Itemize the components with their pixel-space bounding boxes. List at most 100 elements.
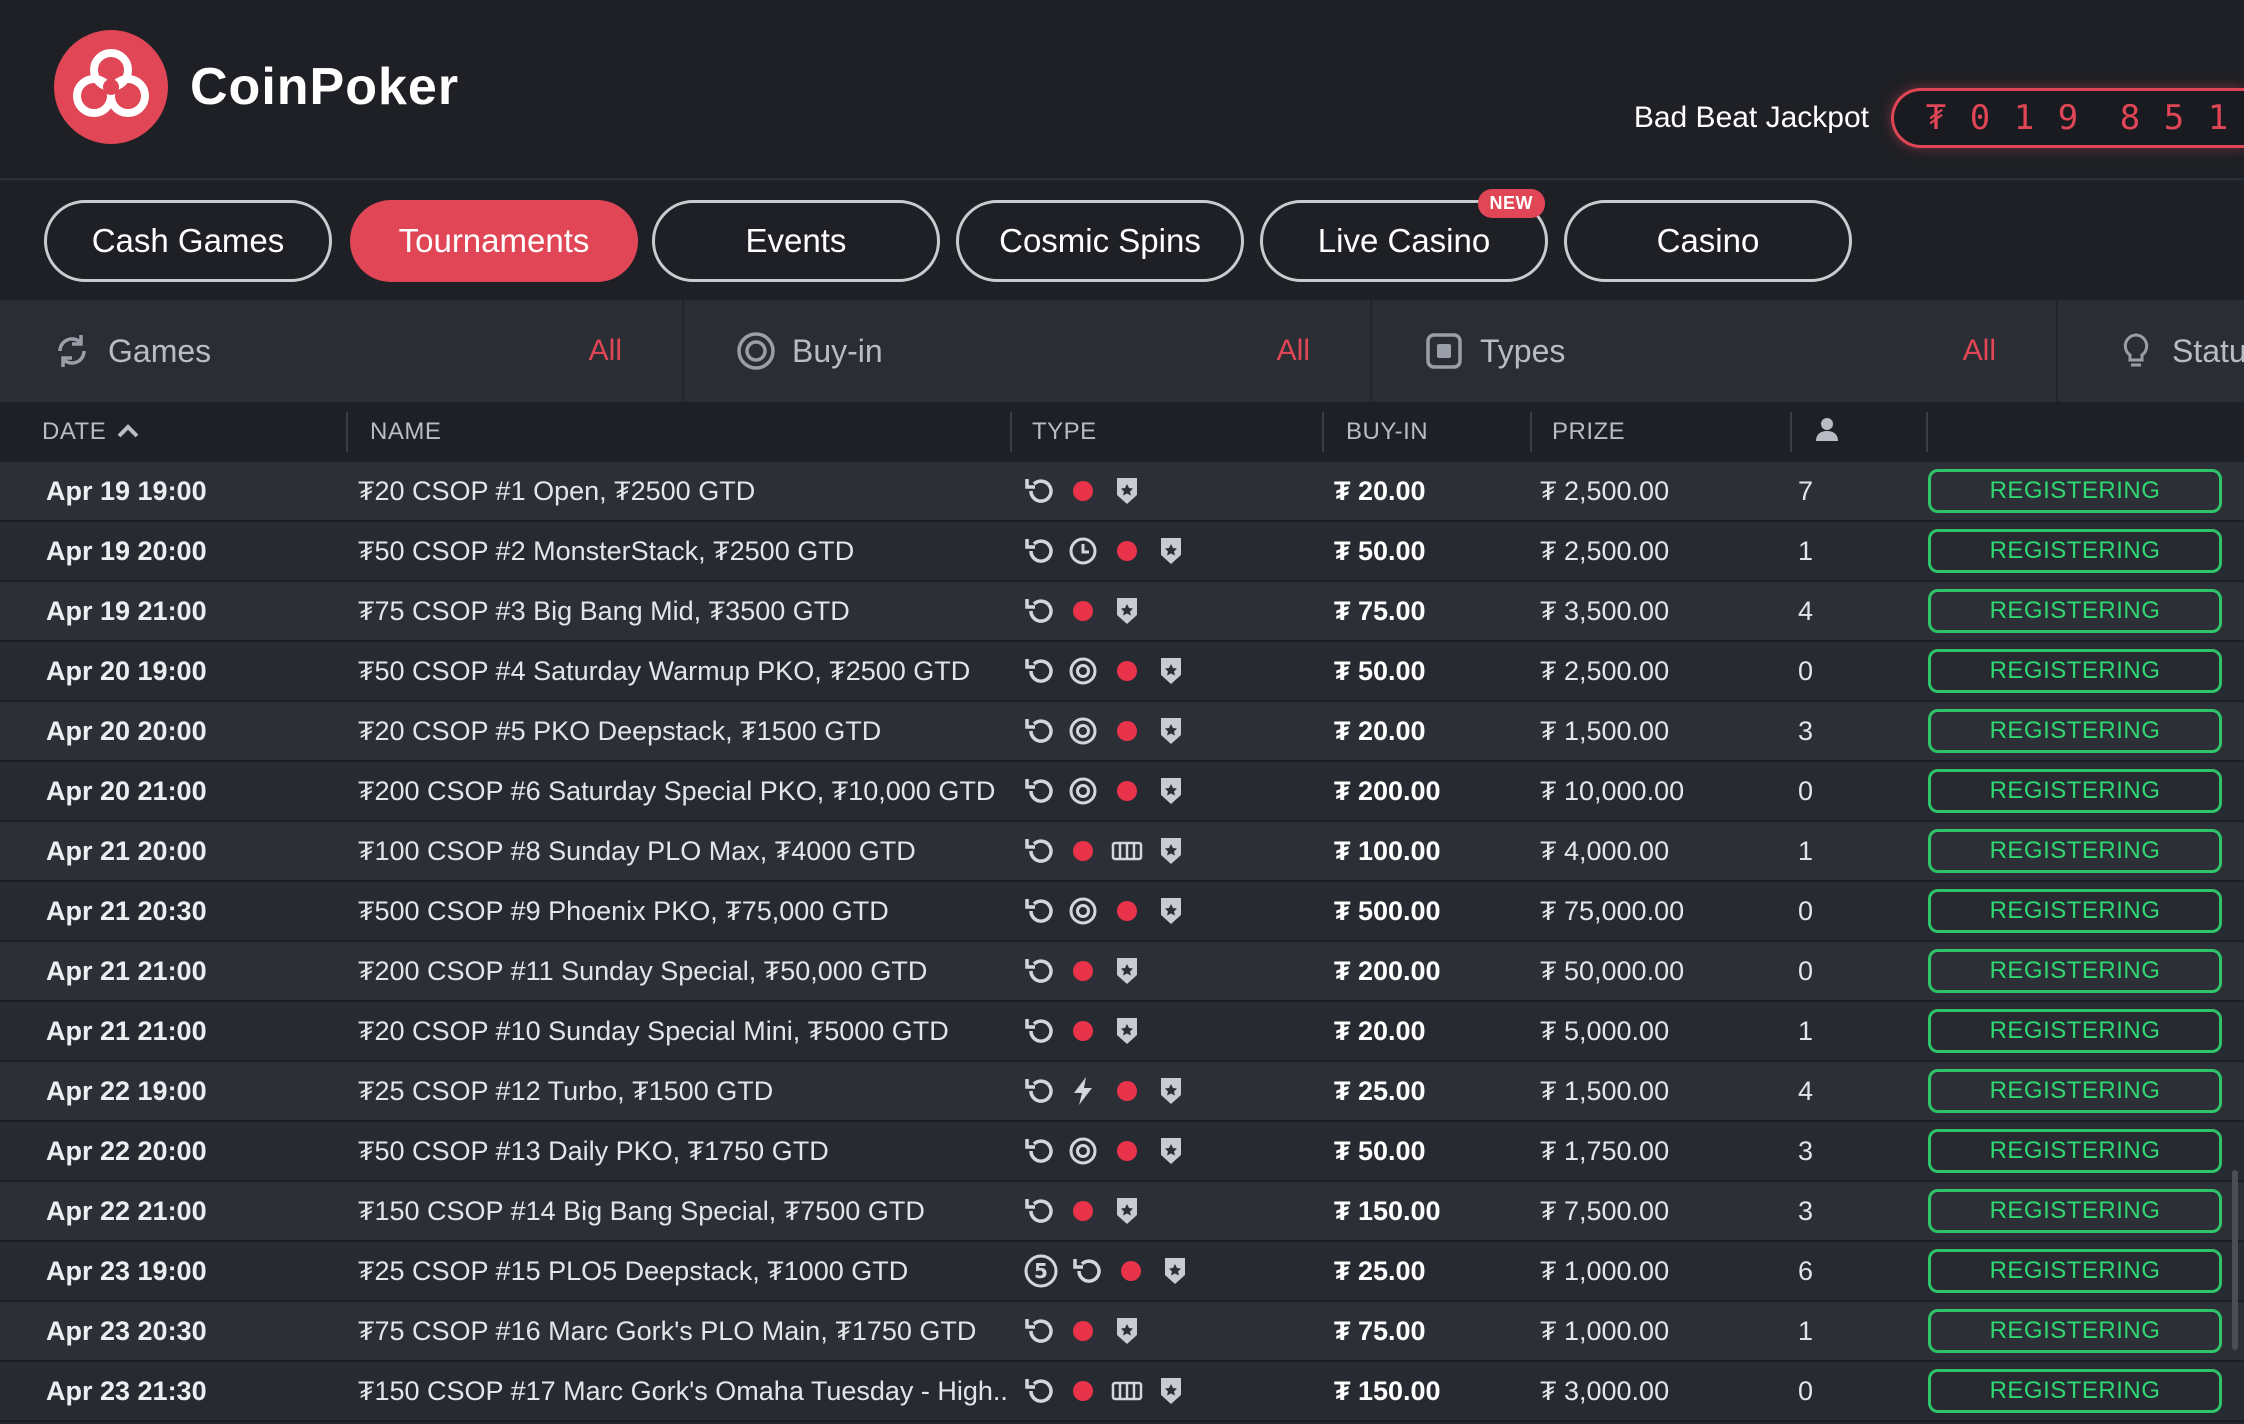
guaranteed-shield-icon xyxy=(1154,654,1188,688)
registering-button[interactable]: REGISTERING xyxy=(1928,709,2222,753)
tab-cash-games[interactable]: Cash Games xyxy=(44,200,332,282)
column-type[interactable]: TYPE xyxy=(1032,402,1097,462)
column-buyin[interactable]: BUY-IN xyxy=(1346,402,1428,462)
live-dot-icon xyxy=(1066,1014,1100,1048)
plo5-icon: 5 xyxy=(1022,1254,1060,1288)
guaranteed-shield-icon xyxy=(1110,1194,1144,1228)
registering-button[interactable]: REGISTERING xyxy=(1928,1369,2222,1413)
registering-button[interactable]: REGISTERING xyxy=(1928,529,2222,573)
lobby-tabs: Cash Games Tournaments Events Cosmic Spi… xyxy=(0,182,2244,300)
tab-tournaments[interactable]: Tournaments xyxy=(350,200,638,282)
row-type-icons xyxy=(1022,462,1322,520)
column-date-label: DATE xyxy=(42,418,107,445)
live-dot-icon xyxy=(1110,654,1144,688)
registering-button[interactable]: REGISTERING xyxy=(1928,1309,2222,1353)
filter-games-label: Games xyxy=(108,332,212,369)
column-prize[interactable]: PRIZE xyxy=(1552,402,1625,462)
registering-button[interactable]: REGISTERING xyxy=(1928,589,2222,633)
tab-cosmic-spins[interactable]: Cosmic Spins xyxy=(956,200,1244,282)
row-date: Apr 21 21:00 xyxy=(46,1015,207,1046)
column-name[interactable]: NAME xyxy=(370,402,441,462)
table-row[interactable]: Apr 21 20:30 ₮500 CSOP #9 Phoenix PKO, ₮7… xyxy=(0,882,2244,942)
tab-events[interactable]: Events xyxy=(652,200,940,282)
tab-live-casino[interactable]: Live Casino NEW xyxy=(1260,189,1548,282)
table-row[interactable]: Apr 22 21:00 ₮150 CSOP #14 Big Bang Speci… xyxy=(0,1182,2244,1242)
row-date: Apr 21 20:30 xyxy=(46,895,207,926)
registering-button[interactable]: REGISTERING xyxy=(1928,829,2222,873)
table-row[interactable]: Apr 19 20:00 ₮50 CSOP #2 MonsterStack, ₮2… xyxy=(0,522,2244,582)
registering-button[interactable]: REGISTERING xyxy=(1928,1249,2222,1293)
coinpoker-logo[interactable]: CoinPoker xyxy=(54,30,459,144)
live-dot-icon xyxy=(1066,594,1100,628)
table-row[interactable]: Apr 20 19:00 ₮50 CSOP #4 Saturday Warmup … xyxy=(0,642,2244,702)
filter-buyin-value: All xyxy=(1276,334,1310,367)
table-row[interactable]: Apr 23 19:00 ₮25 CSOP #15 PLO5 Deepstack,… xyxy=(0,1242,2244,1302)
live-dot-icon xyxy=(1066,1374,1100,1408)
row-players: 0 xyxy=(1798,955,1814,986)
table-row[interactable]: Apr 22 20:00 ₮50 CSOP #13 Daily PKO, ₮175… xyxy=(0,1122,2244,1182)
table-row[interactable]: Apr 23 21:30 ₮150 CSOP #17 Marc Gork's Om… xyxy=(0,1362,2244,1422)
table-row[interactable]: Apr 19 19:00 ₮20 CSOP #1 Open, ₮2500 GTD ₮… xyxy=(0,462,2244,522)
table-row[interactable]: Apr 22 19:00 ₮25 CSOP #12 Turbo, ₮1500 GT… xyxy=(0,1062,2244,1122)
scrollbar[interactable] xyxy=(2232,1170,2238,1350)
column-date[interactable]: DATE xyxy=(42,402,140,462)
row-type-icons xyxy=(1022,822,1322,880)
rebuy-icon xyxy=(1022,594,1056,628)
registering-button[interactable]: REGISTERING xyxy=(1928,1009,2222,1053)
row-players: 1 xyxy=(1798,835,1814,866)
row-date: Apr 21 21:00 xyxy=(46,955,207,986)
row-prize: ₮ 1,750.00 xyxy=(1540,1135,1670,1166)
table-row[interactable]: Apr 21 20:00 ₮100 CSOP #8 Sunday PLO Max,… xyxy=(0,822,2244,882)
registering-button[interactable]: REGISTERING xyxy=(1928,1069,2222,1113)
chip-icon xyxy=(736,331,776,371)
row-buyin: ₮ 50.00 xyxy=(1334,655,1426,686)
row-prize: ₮ 1,500.00 xyxy=(1540,1075,1670,1106)
row-type-icons xyxy=(1022,882,1322,940)
rebuy-icon xyxy=(1022,894,1056,928)
registering-button[interactable]: REGISTERING xyxy=(1928,649,2222,693)
row-players: 0 xyxy=(1798,655,1814,686)
tab-label: Cosmic Spins xyxy=(999,222,1201,259)
column-players[interactable] xyxy=(1814,402,1840,462)
table-row[interactable]: Apr 20 20:00 ₮20 CSOP #5 PKO Deepstack, ₮… xyxy=(0,702,2244,762)
filter-buyin[interactable]: Buy-in All xyxy=(684,300,1372,402)
filter-games[interactable]: Games All xyxy=(0,300,684,402)
table-row[interactable]: Apr 20 21:00 ₮200 CSOP #6 Saturday Specia… xyxy=(0,762,2244,822)
jackpot-digit: 8 xyxy=(2119,98,2141,138)
registering-button[interactable]: REGISTERING xyxy=(1928,889,2222,933)
filter-bar: Games All Buy-in All Types All Status xyxy=(0,300,2244,402)
row-buyin: ₮ 25.00 xyxy=(1334,1255,1426,1286)
tab-casino[interactable]: Casino xyxy=(1564,200,1852,282)
late-reg-clock-icon xyxy=(1066,534,1100,568)
tab-label: Casino xyxy=(1656,222,1760,259)
table-row[interactable]: Apr 21 21:00 ₮200 CSOP #11 Sunday Special… xyxy=(0,942,2244,1002)
rebuy-icon xyxy=(1022,654,1056,688)
rebuy-icon xyxy=(1022,1194,1056,1228)
row-players: 7 xyxy=(1798,475,1814,506)
registering-button[interactable]: REGISTERING xyxy=(1928,769,2222,813)
app-header: CoinPoker Bad Beat Jackpot ₮ 0 1 9 8 5 1 xyxy=(0,0,2244,180)
row-players: 1 xyxy=(1798,535,1814,566)
filter-status[interactable]: Status xyxy=(2058,300,2244,402)
plo-cards-icon xyxy=(1110,834,1144,868)
filter-types[interactable]: Types All xyxy=(1372,300,2058,402)
table-row[interactable]: Apr 23 20:30 ₮75 CSOP #16 Marc Gork's PLO… xyxy=(0,1302,2244,1362)
registering-button[interactable]: REGISTERING xyxy=(1928,469,2222,513)
row-prize: ₮ 1,500.00 xyxy=(1540,715,1670,746)
row-prize: ₮ 2,500.00 xyxy=(1540,475,1670,506)
row-prize: ₮ 1,000.00 xyxy=(1540,1315,1670,1346)
row-type-icons xyxy=(1022,702,1322,760)
row-buyin: ₮ 150.00 xyxy=(1334,1195,1441,1226)
table-row[interactable]: Apr 21 21:00 ₮20 CSOP #10 Sunday Special … xyxy=(0,1002,2244,1062)
column-divider xyxy=(346,412,348,452)
registering-button[interactable]: REGISTERING xyxy=(1928,949,2222,993)
row-prize: ₮ 3,000.00 xyxy=(1540,1375,1670,1406)
row-name: ₮50 CSOP #4 Saturday Warmup PKO, ₮2500 G… xyxy=(358,655,971,686)
registering-button[interactable]: REGISTERING xyxy=(1928,1129,2222,1173)
table-row[interactable]: Apr 19 21:00 ₮75 CSOP #3 Big Bang Mid, ₮3… xyxy=(0,582,2244,642)
guaranteed-shield-icon xyxy=(1154,894,1188,928)
bounty-target-icon xyxy=(1066,714,1100,748)
bounty-target-icon xyxy=(1066,774,1100,808)
registering-button[interactable]: REGISTERING xyxy=(1928,1189,2222,1233)
rebuy-icon xyxy=(1022,1374,1056,1408)
